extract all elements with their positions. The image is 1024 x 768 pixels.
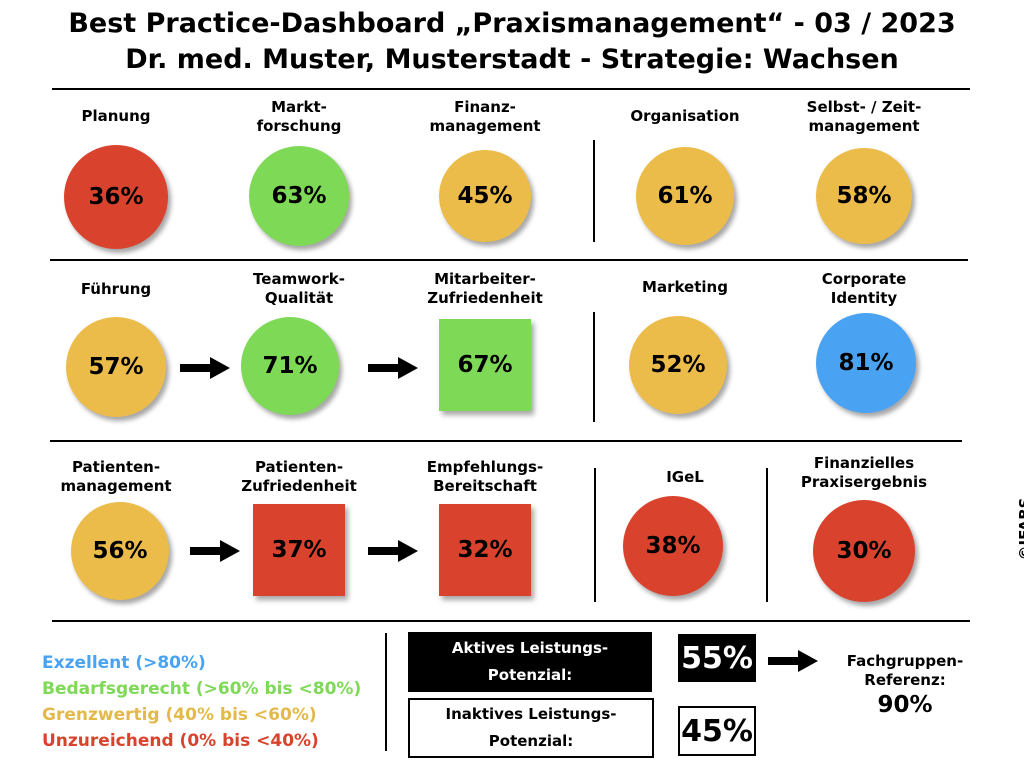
kpi-value: 81% [838,350,894,376]
kpi-value: 36% [88,184,144,210]
kpi-square: 67% [439,319,531,411]
kpi-label: Führung [80,280,152,298]
kpi-value: 52% [650,352,706,378]
kpi-label: Empfehlungs- Bereitschaft [426,458,544,495]
kpi-circle: 52% [629,316,727,414]
kpi-value: 56% [92,538,148,564]
kpi-circle: 30% [813,500,915,602]
divider [593,312,595,422]
kpi-label: Corporate Identity [821,270,907,307]
kpi-value: 37% [271,537,327,563]
reference-label: Fachgruppen- Referenz: [846,652,964,689]
kpi-value: 30% [836,538,892,564]
kpi-value: 67% [457,352,513,378]
kpi-circle: 63% [249,146,349,246]
kpi-value: 71% [262,353,318,379]
divider [593,140,595,242]
kpi-circle: 71% [241,317,339,415]
kpi-circle: 36% [64,145,168,249]
arrow-right-icon [768,650,818,672]
kpi-label: Organisation [630,107,740,125]
kpi-square: 32% [439,504,531,596]
kpi-label: Teamwork- Qualität [253,270,345,307]
kpi-label: Mitarbeiter- Zufriedenheit [427,270,543,307]
divider [385,633,387,751]
kpi-value: 63% [271,183,327,209]
arrow-right-icon [368,357,418,379]
arrow-right-icon [180,357,230,379]
inactive-potential-label: Inaktives Leistungs- Potenzial: [408,698,654,758]
divider [594,468,596,602]
divider [52,88,970,90]
legend-excellent: Exzellent (>80%) [42,653,206,673]
kpi-circle: 81% [816,313,916,413]
divider [52,620,970,622]
copyright: ©IFABS [1016,497,1024,561]
kpi-label: IGeL [666,468,704,486]
kpi-label: Markt- forschung [256,98,342,135]
kpi-square: 37% [253,504,345,596]
kpi-circle: 45% [439,150,531,242]
kpi-value: 58% [836,183,892,209]
legend-borderline: Grenzwertig (40% bis <60%) [42,705,317,725]
kpi-value: 32% [457,537,513,563]
kpi-label: Patienten- management [60,458,172,495]
kpi-circle: 38% [623,496,723,596]
kpi-label: Finanz- management [429,98,541,135]
arrow-right-icon [190,540,240,562]
kpi-label: Planung [81,107,151,125]
reference-value: 90% [877,692,933,718]
legend-adequate: Bedarfsgerecht (>60% bis <80%) [42,679,362,699]
page-title: Best Practice-Dashboard „Praxismanagemen… [68,8,956,39]
kpi-value: 38% [645,533,701,559]
legend-insufficient: Unzureichend (0% bis <40%) [42,731,319,751]
kpi-circle: 57% [66,317,166,417]
divider [766,468,768,602]
active-potential-value: 55% [678,634,756,682]
inactive-potential-value: 45% [678,706,756,756]
arrow-right-icon [368,540,418,562]
kpi-label: Selbst- / Zeit- management [806,98,922,135]
kpi-label: Finanzielles Praxisergebnis [800,454,928,491]
page-subtitle: Dr. med. Muster, Musterstadt - Strategie… [125,44,899,75]
kpi-value: 57% [88,354,144,380]
divider [50,440,962,442]
divider [50,259,968,261]
kpi-circle: 61% [636,147,734,245]
kpi-circle: 58% [816,148,912,244]
active-potential-label: Aktives Leistungs- Potenzial: [408,632,652,692]
kpi-label: Patienten- Zufriedenheit [241,458,357,495]
kpi-circle: 56% [71,502,169,600]
kpi-value: 45% [457,183,513,209]
kpi-value: 61% [657,183,713,209]
kpi-label: Marketing [642,278,728,296]
